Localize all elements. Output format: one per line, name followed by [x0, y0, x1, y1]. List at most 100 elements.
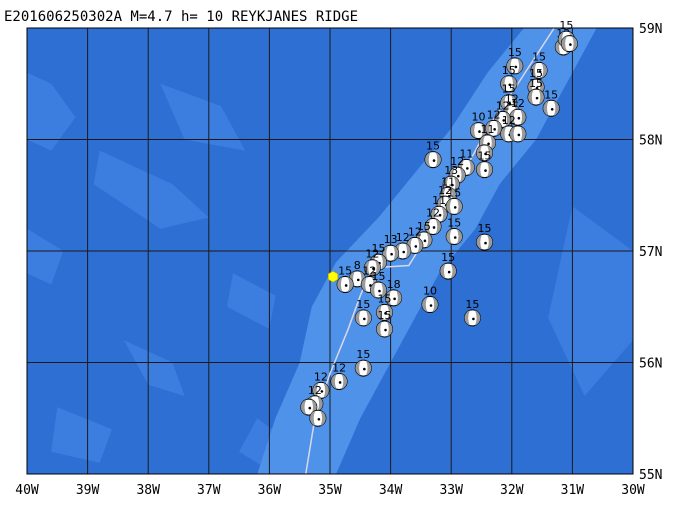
focal-mechanisms: 1215151515151515151212121012121115111512…	[300, 19, 578, 427]
depth-label: 15	[508, 46, 522, 59]
focal-mechanism-beachball: 10	[421, 285, 439, 314]
focal-mechanism-beachball: 15	[439, 251, 457, 280]
latitude-labels: 59N 58N 57N 56N 55N	[639, 22, 662, 483]
depth-label: 12	[502, 114, 516, 127]
seafloor-patch	[27, 72, 76, 151]
depth-label: 15	[502, 64, 516, 77]
depth-label: 8	[354, 259, 361, 272]
focal-mechanism-beachball: 11	[430, 194, 448, 223]
focal-mechanism-beachball	[300, 398, 318, 416]
focal-mechanism-beachball: 15	[354, 348, 372, 377]
focal-mechanism-beachball: 10	[469, 111, 487, 140]
focal-mechanism-beachball	[509, 125, 527, 143]
depth-label: 12	[396, 231, 410, 244]
longitude-label: 37W	[197, 483, 221, 498]
depth-label: 15	[371, 242, 385, 255]
depth-label: 12	[450, 155, 464, 168]
focal-mechanism-beachball: 13	[382, 233, 400, 262]
focal-mechanism-beachball: 15	[445, 217, 463, 246]
depth-label: 11	[441, 175, 455, 188]
longitude-label: 38W	[136, 483, 160, 498]
event-epicenter-marker	[327, 270, 339, 283]
depth-label: 15	[447, 186, 461, 199]
seafloor-patch	[27, 228, 64, 285]
depth-label: 12	[496, 99, 510, 112]
longitude-label: 36W	[258, 483, 282, 498]
focal-mechanism-beachball: 12	[394, 231, 412, 260]
depth-label: 12	[511, 97, 525, 110]
depth-label: 15	[478, 222, 492, 235]
focal-mechanism-beachball: 12	[363, 248, 381, 277]
depth-label: 15	[371, 270, 385, 283]
depth-label: 12	[487, 108, 501, 121]
focal-mechanism-beachball: 15	[354, 298, 372, 327]
depth-label: 15	[441, 251, 455, 264]
focal-mechanism-beachball: 15	[369, 270, 387, 299]
depth-label: 15	[478, 150, 492, 163]
latitude-label: 56N	[639, 357, 662, 372]
depth-label: 11	[481, 123, 495, 136]
depth-label: 12	[438, 184, 452, 197]
depth-label: 18	[387, 278, 401, 291]
depth-label: 12	[505, 93, 519, 106]
seafloor-patch	[160, 83, 246, 151]
depth-label: 15	[532, 50, 546, 63]
depth-label: 12	[362, 264, 376, 277]
focal-mechanism-beachball: 15	[527, 77, 545, 106]
focal-mechanism-beachball: 12	[312, 370, 330, 399]
latitude-label: 57N	[639, 245, 662, 260]
focal-mechanism-beachball: 15	[376, 292, 394, 321]
depth-label: 12	[365, 248, 379, 261]
focal-mechanism-beachball: 15	[500, 83, 518, 112]
focal-mechanism-beachball: 12	[485, 108, 503, 137]
depth-label: 15	[378, 292, 392, 305]
longitude-label: 40W	[15, 483, 39, 498]
focal-mechanism-beachball: 15	[476, 150, 494, 179]
focal-mechanism-beachball	[309, 409, 327, 427]
longitude-label: 30W	[621, 483, 645, 498]
focal-mechanism-beachball	[476, 144, 494, 162]
seafloor-patch	[548, 206, 633, 396]
focal-mechanism-beachball: 15	[424, 140, 442, 169]
longitude-label: 31W	[561, 483, 585, 498]
longitude-label: 35W	[318, 483, 342, 498]
focal-mechanism-beachball: 15	[500, 64, 518, 93]
depth-label: 15	[529, 67, 543, 80]
focal-mechanism-beachball: 15	[445, 186, 463, 215]
focal-mechanism-beachball: 12	[330, 361, 348, 390]
seafloor-patch	[123, 340, 185, 396]
depth-label: 15	[529, 77, 543, 90]
depth-label: 15	[356, 298, 370, 311]
depth-label: 15	[465, 298, 479, 311]
depth-label: 15	[378, 309, 392, 322]
focal-mechanism-beachball: 15	[506, 46, 524, 75]
focal-mechanism-beachball: 12	[494, 99, 512, 128]
longitude-labels: 40W 39W 38W 37W 36W 35W 34W 33W 32W 31W 30W	[15, 483, 645, 498]
focal-mechanism-beachball: 15	[463, 298, 481, 327]
depth-label: 13	[384, 233, 398, 246]
latitude-label: 55N	[639, 468, 662, 483]
focal-mechanism-beachball: 15	[476, 222, 494, 251]
focal-mechanism-beachball: 15	[530, 50, 548, 79]
depth-label: 15	[426, 140, 440, 153]
depth-label: 15	[447, 217, 461, 230]
depth-label: 15	[356, 348, 370, 361]
depth-label: 15	[417, 220, 431, 233]
latitude-label: 59N	[639, 22, 662, 37]
seafloor-patch	[226, 273, 276, 330]
focal-mechanism-beachball: 12	[424, 206, 442, 235]
map-title: E201606250302A M=4.7 h= 10 REYKJANES RID…	[4, 9, 358, 25]
focal-mechanism-beachball	[560, 35, 578, 53]
depth-label: 12	[426, 206, 440, 219]
depth-label: 12	[332, 361, 346, 374]
seafloor-patch	[93, 150, 209, 229]
longitude-label: 33W	[439, 483, 463, 498]
longitude-label: 34W	[379, 483, 403, 498]
depth-label: 11	[432, 194, 446, 207]
depth-label: 15	[559, 19, 573, 32]
longitude-label: 39W	[76, 483, 100, 498]
focal-mechanism-beachball: 18	[385, 278, 403, 307]
depth-label: 12	[314, 370, 328, 383]
